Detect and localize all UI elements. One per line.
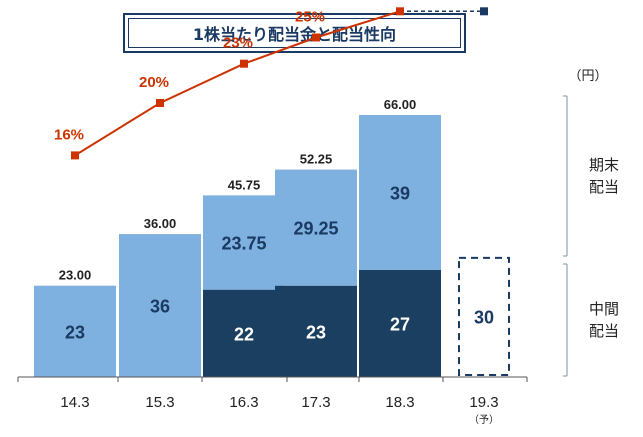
labels-group: 23 23.00 36 36.00 22 23.75 45.75 23 29.25 52.25 27… bbox=[54, 9, 494, 345]
bar-year-end bbox=[34, 285, 116, 377]
bar-year-end bbox=[203, 195, 285, 290]
bar-year-end bbox=[359, 114, 441, 270]
bar-year-end-label: 36 bbox=[150, 297, 170, 317]
payout-label: 25% bbox=[295, 9, 325, 26]
forecast-note: （予） bbox=[469, 414, 499, 426]
x-axis-ticks: 14.3 15.3 16.3 17.3 18.3 19.3 （予） bbox=[17, 377, 528, 426]
bar-interim-label: 22 bbox=[234, 324, 254, 344]
payout-point bbox=[71, 151, 79, 160]
payout-point bbox=[240, 59, 248, 68]
bar-interim-forecast-label: 30 bbox=[474, 307, 494, 327]
bar-year-end-label: 23.75 bbox=[221, 234, 266, 254]
payout-point bbox=[156, 99, 164, 107]
bar-total-label: 23.00 bbox=[59, 268, 92, 283]
payout-line-group bbox=[71, 7, 488, 160]
bar-total-label: 66.00 bbox=[384, 97, 417, 112]
payout-line bbox=[74, 10, 401, 157]
legend-label: 期末配当 bbox=[589, 157, 619, 196]
legend-label: 中間配当 bbox=[589, 301, 619, 340]
bar-interim-label: 27 bbox=[390, 314, 410, 334]
payout-point bbox=[396, 7, 404, 16]
bar-year-end-label: 39 bbox=[390, 183, 410, 203]
x-tick-label: 14.3 bbox=[60, 394, 89, 411]
bar-total-label: 52.25 bbox=[300, 152, 333, 167]
bar-year-end-label: 23 bbox=[65, 322, 85, 342]
x-tick-label: 16.3 bbox=[229, 394, 258, 411]
payout-point bbox=[312, 33, 320, 42]
unit-label: （円） bbox=[568, 68, 607, 83]
payout-label: 20% bbox=[139, 74, 169, 91]
bar-year-end bbox=[275, 169, 357, 286]
x-tick-label: 19.3 bbox=[469, 394, 498, 411]
x-tick-label: 18.3 bbox=[385, 394, 414, 411]
bar-interim bbox=[359, 269, 441, 377]
bar-year-end bbox=[119, 234, 201, 377]
payout-label: 16% bbox=[54, 126, 84, 143]
bar-interim-label: 23 bbox=[306, 322, 326, 342]
bar-year-end-label: 29.25 bbox=[293, 219, 338, 239]
bar-total-label: 45.75 bbox=[228, 177, 261, 192]
bar-interim-forecast bbox=[458, 256, 510, 376]
bar-interim bbox=[275, 285, 357, 377]
bar-total-label: 36.00 bbox=[144, 216, 177, 231]
chart-title: 1株当たり配当金と配当性向 bbox=[128, 18, 461, 48]
payout-point-forecast bbox=[480, 7, 488, 16]
payout-label: 23% bbox=[223, 35, 253, 52]
bars-group bbox=[34, 114, 510, 377]
x-tick-label: 17.3 bbox=[301, 394, 330, 411]
bar-interim bbox=[203, 289, 285, 377]
x-tick-label: 15.3 bbox=[145, 394, 174, 411]
